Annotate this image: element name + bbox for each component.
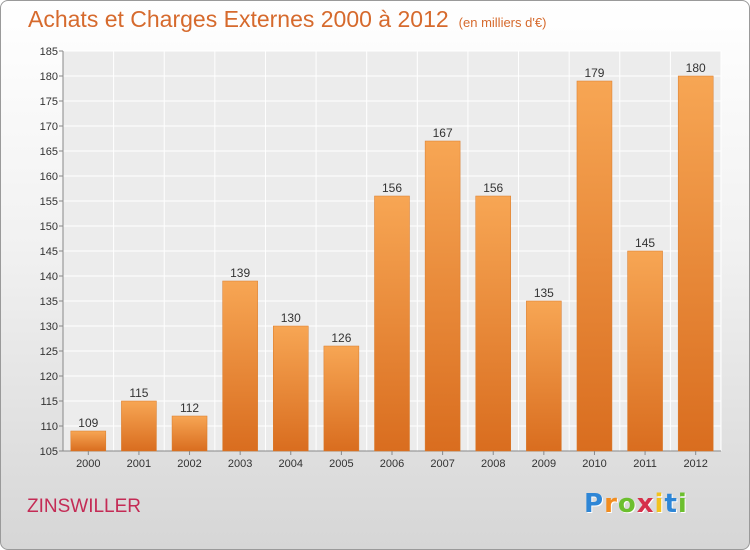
x-tick-label: 2005	[329, 458, 353, 470]
data-label: 167	[433, 126, 453, 140]
logo-letter: t	[664, 489, 678, 519]
data-label: 156	[382, 181, 402, 195]
data-label: 135	[534, 286, 554, 300]
bar	[677, 75, 714, 452]
y-tick-label: 135	[40, 296, 58, 308]
x-tick-label: 2002	[177, 458, 201, 470]
data-label: 139	[230, 266, 250, 280]
x-tick-label: 2008	[481, 458, 505, 470]
x-tick-label: 2007	[430, 458, 454, 470]
data-label: 179	[584, 66, 604, 80]
y-tick-label: 120	[40, 371, 58, 383]
data-label: 112	[180, 401, 199, 415]
bar	[121, 400, 157, 452]
commune-name: ZINSWILLER	[27, 496, 142, 517]
bar	[526, 300, 562, 452]
y-tick-label: 155	[40, 196, 58, 208]
chart-title: Achats et Charges Externes 2000 à 2012 (e…	[28, 6, 546, 33]
data-label: 156	[483, 181, 503, 195]
proxiti-logo: Proxiti	[584, 489, 688, 519]
bar	[273, 325, 309, 452]
bar	[475, 195, 511, 452]
x-tick-label: 2003	[228, 458, 252, 470]
y-tick-label: 160	[40, 171, 58, 183]
title-text: Achats et Charges Externes 2000 à 2012	[28, 6, 449, 32]
data-label: 115	[129, 386, 148, 400]
bar	[576, 80, 613, 452]
y-tick-label: 140	[40, 271, 58, 283]
y-tick-label: 180	[40, 71, 58, 83]
logo-letter: i	[677, 489, 688, 519]
logo-letter: o	[617, 489, 637, 519]
bar	[627, 250, 663, 452]
y-tick-label: 105	[40, 446, 58, 458]
x-tick-label: 2010	[582, 458, 606, 470]
data-label: 109	[78, 416, 98, 430]
y-tick-label: 150	[40, 221, 58, 233]
data-label: 145	[635, 236, 655, 250]
y-tick-label: 175	[40, 96, 58, 108]
x-tick-label: 2006	[380, 458, 404, 470]
y-tick-label: 145	[40, 246, 58, 258]
x-tick-label: 2000	[76, 458, 100, 470]
data-label: 130	[281, 311, 301, 325]
data-label: 126	[331, 331, 351, 345]
x-tick-label: 2004	[279, 458, 303, 470]
y-tick-label: 115	[40, 396, 58, 408]
x-tick-label: 2011	[633, 458, 657, 470]
y-tick-label: 130	[40, 321, 58, 333]
bar	[171, 415, 208, 452]
bar	[424, 140, 461, 452]
y-tick-label: 165	[40, 146, 58, 158]
x-tick-label: 2012	[683, 458, 707, 470]
y-tick-label: 125	[40, 346, 58, 358]
bar	[70, 430, 107, 452]
logo-letter: x	[636, 489, 655, 519]
logo-letter: i	[654, 489, 665, 519]
data-label: 180	[686, 61, 706, 75]
bar	[323, 345, 360, 452]
x-tick-label: 2001	[127, 458, 151, 470]
x-tick-label: 2009	[532, 458, 556, 470]
bar	[222, 280, 258, 452]
logo-letter: r	[604, 489, 618, 519]
bar	[374, 195, 410, 452]
chart-subtitle: (en milliers d'€)	[458, 15, 547, 30]
y-tick-label: 185	[40, 46, 58, 58]
y-tick-label: 170	[40, 121, 58, 133]
logo-letter: P	[584, 489, 605, 519]
y-tick-label: 110	[40, 421, 58, 433]
